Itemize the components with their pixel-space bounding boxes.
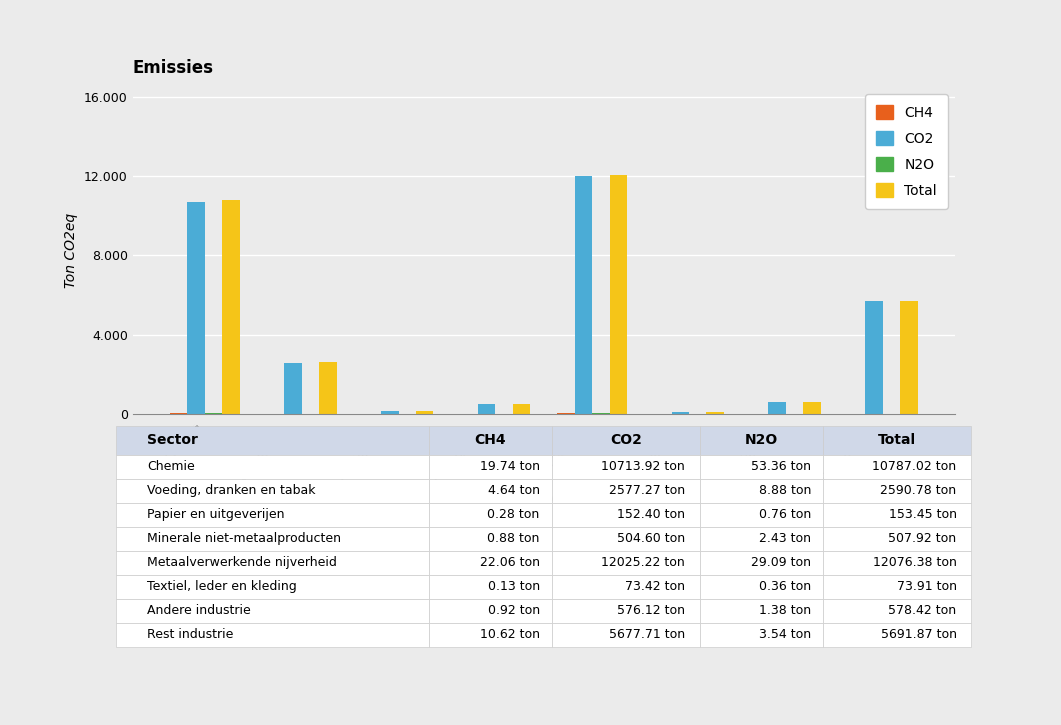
Bar <box>319 362 336 414</box>
Bar <box>610 175 627 414</box>
Y-axis label: Ton CO2eq: Ton CO2eq <box>65 213 79 288</box>
Bar <box>477 404 495 414</box>
Bar <box>707 413 724 414</box>
Legend: CH4, CO2, N2O, Total: CH4, CO2, N2O, Total <box>866 94 947 209</box>
Bar <box>672 413 689 414</box>
X-axis label: Sector: Sector <box>521 491 567 505</box>
Bar <box>284 362 301 414</box>
Bar <box>575 175 592 414</box>
Bar <box>223 200 240 414</box>
Bar <box>205 413 223 414</box>
Bar <box>803 402 821 414</box>
Bar <box>512 404 530 414</box>
Bar <box>768 402 786 414</box>
Bar <box>900 301 918 414</box>
Bar <box>416 411 433 414</box>
Bar <box>381 411 399 414</box>
Text: Emissies: Emissies <box>133 59 213 77</box>
Bar <box>865 302 883 414</box>
Bar <box>188 202 205 414</box>
